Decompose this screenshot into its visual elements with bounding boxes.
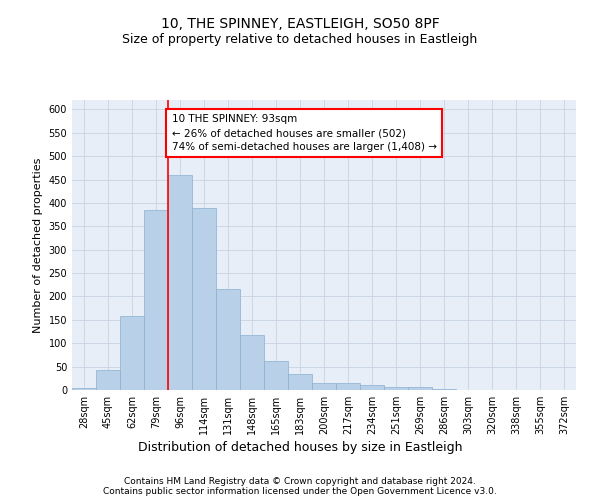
Bar <box>432 389 456 390</box>
Bar <box>384 387 408 390</box>
Bar <box>192 208 216 390</box>
Text: Size of property relative to detached houses in Eastleigh: Size of property relative to detached ho… <box>122 32 478 46</box>
Text: Contains public sector information licensed under the Open Government Licence v3: Contains public sector information licen… <box>103 486 497 496</box>
Text: 10, THE SPINNEY, EASTLEIGH, SO50 8PF: 10, THE SPINNEY, EASTLEIGH, SO50 8PF <box>161 18 439 32</box>
Bar <box>360 386 384 390</box>
Text: Distribution of detached houses by size in Eastleigh: Distribution of detached houses by size … <box>138 441 462 454</box>
Bar <box>144 210 168 390</box>
Bar <box>96 370 120 390</box>
Bar <box>408 387 432 390</box>
Y-axis label: Number of detached properties: Number of detached properties <box>33 158 43 332</box>
Bar <box>336 383 360 390</box>
Bar <box>216 290 240 390</box>
Bar <box>312 384 336 390</box>
Text: 10 THE SPINNEY: 93sqm
← 26% of detached houses are smaller (502)
74% of semi-det: 10 THE SPINNEY: 93sqm ← 26% of detached … <box>172 114 437 152</box>
Bar <box>168 175 192 390</box>
Bar <box>240 335 264 390</box>
Bar <box>120 316 144 390</box>
Bar <box>288 374 312 390</box>
Text: Contains HM Land Registry data © Crown copyright and database right 2024.: Contains HM Land Registry data © Crown c… <box>124 476 476 486</box>
Bar <box>72 388 96 390</box>
Bar <box>264 360 288 390</box>
